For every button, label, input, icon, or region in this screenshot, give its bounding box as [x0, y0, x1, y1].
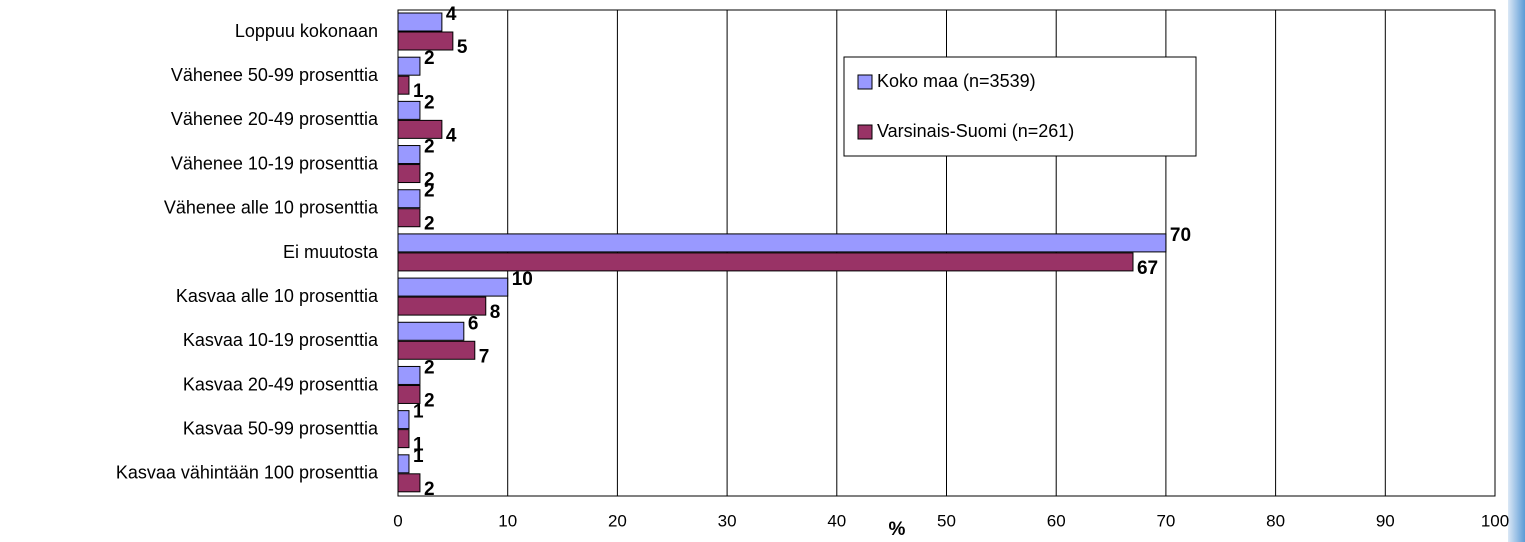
bar: [397, 296, 487, 316]
y-tick-label: Loppuu kokonaan: [235, 21, 378, 41]
y-tick-label: Kasvaa vähintään 100 prosenttia: [116, 463, 379, 483]
bar: [397, 31, 454, 51]
bar: [397, 56, 421, 76]
value-label: 1: [413, 402, 424, 423]
x-tick-label: 70: [1156, 511, 1175, 530]
bar: [397, 12, 443, 32]
value-label: 1: [413, 446, 424, 467]
value-label: 7: [479, 346, 490, 367]
bar: [397, 252, 1134, 272]
bar: [397, 384, 421, 404]
bar: [397, 429, 410, 449]
legend-swatch: [857, 74, 873, 90]
x-tick-label: 30: [718, 511, 737, 530]
x-tick-label: 40: [827, 511, 846, 530]
x-axis-label: %: [889, 519, 906, 540]
x-tick-label: 60: [1047, 511, 1066, 530]
value-label: 2: [424, 357, 435, 378]
legend-label: Varsinais-Suomi (n=261): [877, 121, 1074, 141]
bar: [397, 100, 421, 120]
bar: [397, 119, 443, 139]
value-label: 2: [424, 137, 435, 158]
bar: [397, 208, 421, 228]
y-tick-label: Kasvaa alle 10 prosenttia: [176, 286, 379, 306]
x-tick-label: 90: [1376, 511, 1395, 530]
value-label: 6: [468, 313, 479, 334]
value-label: 2: [424, 48, 435, 69]
legend-label: Koko maa (n=3539): [877, 71, 1036, 91]
x-tick-label: 50: [937, 511, 956, 530]
bar: [397, 75, 410, 95]
bar: [397, 365, 421, 385]
value-label: 1: [413, 81, 424, 102]
value-label: 5: [457, 37, 468, 58]
legend: Koko maa (n=3539) Varsinais-Suomi (n=261): [843, 56, 1197, 157]
y-tick-label: Vähenee 50-99 prosenttia: [171, 65, 379, 85]
value-label: 2: [424, 390, 435, 411]
x-tick-label: 100: [1481, 511, 1509, 530]
edge-stripe: [1508, 0, 1525, 542]
bar: [397, 410, 410, 430]
value-label: 67: [1137, 258, 1158, 279]
y-tick-label: Kasvaa 10-19 prosenttia: [183, 330, 379, 350]
bar: [397, 189, 421, 209]
bar: [397, 473, 421, 493]
legend-box: [843, 56, 1197, 157]
value-label: 2: [424, 92, 435, 113]
bar: [397, 454, 410, 474]
bar: [397, 145, 421, 165]
value-label: 2: [424, 214, 435, 235]
legend-swatch: [857, 124, 873, 140]
bar: [397, 321, 465, 341]
value-label: 10: [512, 269, 533, 290]
x-tick-label: 0: [393, 511, 402, 530]
y-tick-label: Kasvaa 50-99 prosenttia: [183, 418, 379, 438]
bar: [397, 164, 421, 184]
x-tick-label: 10: [498, 511, 517, 530]
x-tick-label: 20: [608, 511, 627, 530]
y-tick-label: Vähenee 10-19 prosenttia: [171, 153, 379, 173]
bar: [397, 277, 509, 297]
value-label: 4: [446, 4, 457, 25]
plot-area: 0 10 20 30 40 50 60 70 80 90 100%Loppuu kokonaan45…: [116, 4, 1509, 540]
bar: [397, 233, 1167, 253]
value-label: 2: [424, 479, 435, 500]
value-label: 1: [413, 435, 424, 456]
value-label: 4: [446, 125, 457, 146]
value-label: 2: [424, 170, 435, 191]
x-tick-label: 80: [1266, 511, 1285, 530]
y-tick-label: Kasvaa 20-49 prosenttia: [183, 374, 379, 394]
value-label: 70: [1170, 225, 1191, 246]
y-tick-label: Vähenee alle 10 prosenttia: [164, 198, 379, 218]
bar: [397, 340, 476, 360]
y-tick-label: Ei muutosta: [283, 242, 379, 262]
y-tick-label: Vähenee 20-49 prosenttia: [171, 109, 379, 129]
value-label: 8: [490, 302, 501, 323]
value-label: 2: [424, 181, 435, 202]
